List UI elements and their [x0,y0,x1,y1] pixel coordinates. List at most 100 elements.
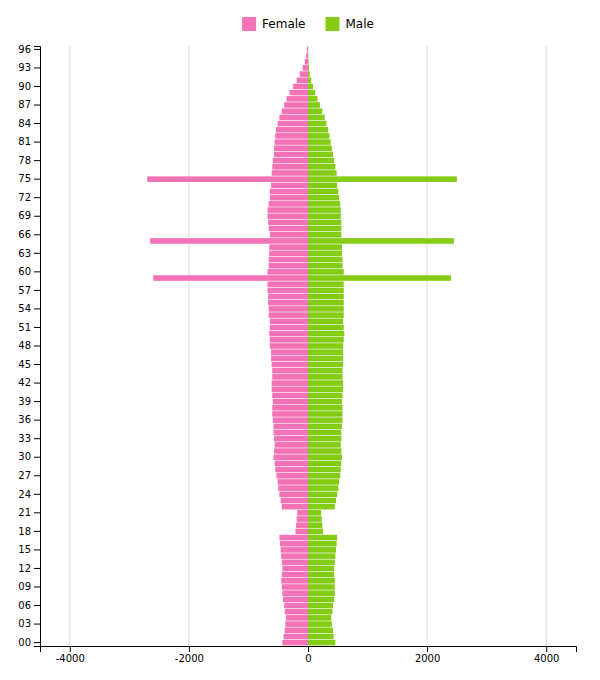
bar [284,102,308,108]
y-tick-label: 57 [18,285,31,296]
bar [308,522,322,528]
bar [275,133,308,139]
y-tick: 39 [18,396,40,407]
y-tick-mark [34,586,40,587]
bar [308,634,334,640]
bar [308,566,334,572]
bar [308,281,344,287]
bar [282,640,308,646]
y-tick-label: 15 [18,544,31,555]
bar [278,121,308,127]
bar [282,566,308,572]
series-bars [147,47,308,646]
bar [273,430,308,436]
y-tick-label: 78 [18,155,31,166]
bar [285,627,308,633]
legend-item: Male [325,17,373,31]
bar [308,331,344,337]
bar [274,436,308,442]
bar [308,71,310,77]
bar [270,319,308,325]
y-tick-mark [34,475,40,476]
x-tick-label: 4000 [534,653,559,664]
bar [272,170,308,176]
legend-swatch [325,17,339,31]
y-tick-mark [34,253,40,254]
bar [271,349,308,355]
bar [273,424,308,430]
x-tick: 4000 [534,646,559,664]
bar [308,251,342,257]
x-tick-mark [546,646,547,652]
bar [308,189,338,195]
bar [273,417,308,423]
series-bars [308,47,457,646]
bar [308,393,343,399]
y-tick-mark [34,327,40,328]
bar [308,572,334,578]
bar [308,498,336,504]
bar [308,195,339,201]
bar [273,158,308,164]
bar [308,590,335,596]
y-tick-mark [34,457,40,458]
y-tick-mark [34,420,40,421]
bar [308,547,336,553]
y-tick-label: 03 [18,618,31,629]
bar [308,597,334,603]
y-tick: 42 [18,377,40,388]
bar [308,275,451,281]
bar [308,65,310,71]
bar [295,529,308,535]
bar [282,559,308,565]
y-tick-label: 87 [18,99,31,110]
y-tick-mark [34,605,40,606]
x-axis-line [41,647,577,653]
bar [308,133,329,139]
bar [308,442,341,448]
bar [308,312,344,318]
bar [285,621,308,627]
bar [308,59,309,65]
bar [308,504,335,510]
y-tick-label: 42 [18,377,31,388]
x-tick-label: -4000 [56,653,85,664]
bar [282,572,308,578]
bar [274,145,308,151]
bar [275,442,308,448]
bar [279,535,308,541]
y-tick: 30 [18,451,40,462]
bar [297,516,308,522]
bar [308,226,341,232]
bar [308,467,341,473]
y-tick: 54 [18,303,40,314]
legend-item: Female [242,17,305,31]
y-tick-mark [34,123,40,124]
y-tick: 21 [18,507,40,518]
bar [269,263,308,269]
x-axis: -4000-2000020004000 [41,646,577,664]
y-tick-label: 63 [18,248,31,259]
bar [282,590,308,596]
bar [308,269,344,275]
bar [297,510,308,516]
bar [269,201,308,207]
y-tick: 33 [18,433,40,444]
bar [308,424,342,430]
bar [308,380,343,386]
y-tick-mark [34,642,40,643]
bar [272,368,308,374]
bar [308,244,342,250]
bar [279,115,308,121]
bar [308,541,337,547]
bar [308,411,343,417]
y-tick-label: 36 [18,414,31,425]
y-tick-mark [34,105,40,106]
bar [268,207,308,213]
bar [271,356,308,362]
bar [308,96,318,102]
bar [308,356,343,362]
bar [308,615,331,621]
y-tick-label: 96 [18,44,31,55]
x-tick-label: 2000 [415,653,440,664]
